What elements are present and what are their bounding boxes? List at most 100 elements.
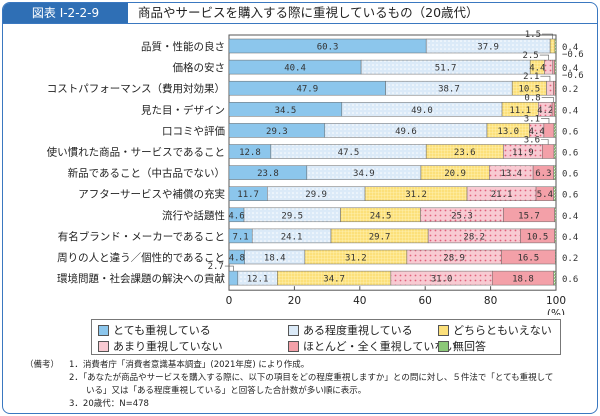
data-label: 31.2 — [345, 254, 367, 264]
bar-segment — [554, 102, 557, 117]
bar-segment — [551, 102, 555, 117]
leader-line — [541, 97, 554, 103]
x-tick-label: 80 — [484, 295, 497, 307]
data-label: 21.1 — [491, 190, 513, 200]
notes-label: （備考） — [25, 360, 60, 370]
bar-segment — [555, 249, 557, 265]
legend-label: ほとんど・全く重視していない — [303, 340, 457, 353]
data-label: 0.2 — [562, 254, 578, 264]
data-label: 0.8 — [524, 93, 540, 103]
category-label: コストパフォーマンス（費用対効果） — [47, 82, 225, 95]
data-label: 11.7 — [237, 190, 259, 200]
category-label: 口コミや評価 — [162, 124, 225, 137]
bar-segment — [555, 80, 557, 96]
legend-swatch — [288, 324, 299, 336]
data-label: 29.5 — [281, 211, 303, 221]
data-label: 24.1 — [281, 232, 303, 242]
category-label: 見た目・デザイン — [141, 103, 225, 116]
legend-item: 無回答 — [438, 338, 486, 354]
data-label: 49.6 — [395, 127, 417, 137]
notes: （備考） 1．消費者庁「消費者意識基本調査」(2021年度) により作成。 2．… — [25, 359, 553, 411]
legend-label: どちらともいえない — [453, 324, 552, 337]
figure-title: 商品やサービスを購入する際に重視しているもの（20歳代） — [138, 5, 479, 20]
legend-label: とても重視している — [113, 324, 211, 337]
category-label: 流行や話題性 — [162, 209, 225, 222]
data-label: 60.3 — [317, 43, 339, 53]
data-label: 10.5 — [519, 85, 541, 95]
data-label: 51.7 — [435, 64, 457, 74]
data-label: 0.6 — [562, 149, 578, 159]
legend-label: 無回答 — [453, 340, 486, 353]
bar-segment — [553, 270, 556, 286]
data-label: 0.6 — [562, 191, 578, 201]
data-label: 28.2 — [463, 232, 485, 242]
data-label: 38.7 — [438, 85, 460, 95]
data-label: 4.4 — [529, 127, 545, 137]
data-label: 0.6 — [562, 170, 578, 180]
note-3: 3．20歳代：N=478 — [69, 399, 149, 409]
bar-segment — [542, 144, 555, 159]
data-label: 0.4 — [562, 43, 578, 53]
data-label: 4.8 — [229, 254, 245, 264]
data-label: 29.9 — [305, 190, 327, 200]
data-label: 47.9 — [296, 85, 318, 95]
data-label: 40.4 — [284, 64, 306, 74]
bar-segment — [553, 144, 557, 159]
data-label: 2.1 — [523, 72, 539, 82]
data-label: 11.1 — [509, 106, 531, 116]
x-tick-label: 40 — [353, 295, 366, 307]
data-label: 18.4 — [264, 254, 286, 264]
data-label: 34.7 — [323, 275, 345, 285]
data-label: 10.5 — [527, 232, 549, 242]
x-tick-label: 100 — [546, 295, 566, 307]
data-label: 37.9 — [477, 43, 499, 53]
data-label: 23.8 — [257, 169, 279, 179]
data-label: 5.4 — [537, 190, 553, 200]
data-label: 0.6 — [562, 127, 578, 137]
data-label: 24.5 — [370, 211, 392, 221]
legend-label: ある程度重視している — [303, 324, 413, 337]
data-label: 2.5 — [522, 51, 538, 61]
data-label: 0.6 — [562, 275, 578, 285]
data-label: 3.1 — [524, 114, 540, 124]
figure-header: 図表 I-2-2-9 商品やサービスを購入する際に重視しているもの（20歳代） — [3, 3, 597, 24]
category-label: アフターサービスや補償の充実 — [78, 188, 225, 201]
bar-segment — [543, 123, 555, 138]
data-label: 3.6 — [524, 136, 540, 146]
bar-segment — [544, 59, 553, 75]
category-label: 周りの人と違う／個性的であること — [57, 251, 225, 264]
legend-item: あまり重視していない — [98, 338, 223, 354]
data-label: 0.4 — [562, 212, 578, 222]
legend-swatch — [98, 324, 109, 336]
x-unit-label: (%) — [547, 308, 565, 315]
leader-line — [539, 54, 549, 61]
data-label: 4.2 — [537, 106, 553, 116]
legend-item: ほとんど・全く重視していない — [288, 338, 456, 354]
data-label: 1.5 — [525, 30, 541, 40]
leader-line — [224, 265, 234, 272]
data-label: 29.7 — [369, 232, 391, 242]
data-label: −0.6 — [562, 50, 584, 60]
legend-swatch — [288, 340, 299, 352]
plot-area — [228, 34, 557, 291]
data-label: 13.0 — [497, 127, 519, 137]
data-label: 16.5 — [518, 254, 540, 264]
legend-swatch — [438, 340, 449, 352]
legend-item: とても重視している — [98, 322, 211, 338]
x-tick-label: 60 — [419, 295, 432, 307]
leader-line — [540, 75, 551, 82]
data-label: 31.2 — [405, 190, 427, 200]
data-label: 2.7 — [208, 262, 224, 272]
stacked-bar-chart: 0 20 40 60 80 100(%) 品質・性能の良さ 60.3 37.9 1.5 0.4 価格の… — [47, 30, 584, 315]
data-label: 49.0 — [411, 106, 433, 116]
category-label: 価格の安さ — [173, 61, 226, 74]
data-label: 28.9 — [443, 254, 465, 264]
data-label: 47.5 — [338, 148, 360, 158]
figure-number: 図表 I-2-2-9 — [3, 3, 128, 23]
bar-segment — [554, 38, 557, 54]
data-label: 7.1 — [232, 232, 248, 242]
data-label: 0.4 — [562, 106, 578, 116]
data-label: 12.1 — [247, 275, 269, 285]
leader-line — [541, 118, 550, 124]
x-tick-label: 20 — [288, 295, 301, 307]
